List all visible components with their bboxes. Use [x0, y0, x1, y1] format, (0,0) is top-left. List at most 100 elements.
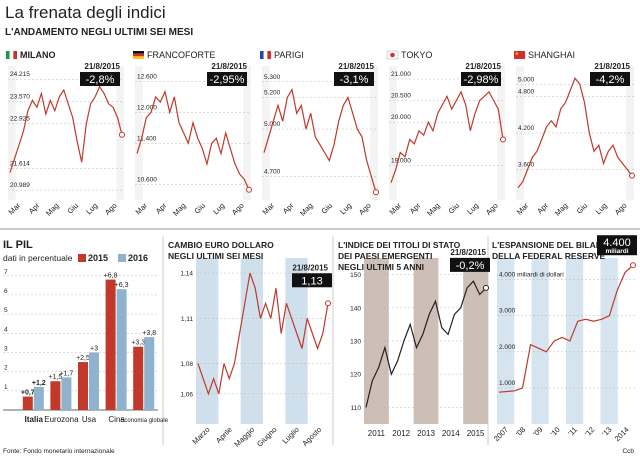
y-tick-label: 23.570 — [10, 93, 30, 100]
x-tick-label: Giu — [319, 201, 334, 216]
x-tick-label: Apr — [535, 201, 550, 216]
chart-title: SHANGHAI — [528, 50, 575, 60]
flag — [514, 51, 525, 59]
chart-title: TOKYO — [401, 50, 432, 60]
chart-subtitle: dati in percentuale — [3, 253, 73, 263]
y-tick-label: 5.200 — [264, 90, 281, 97]
y-tick-label: 110 — [351, 405, 362, 412]
x-tick-label: Lug — [465, 201, 480, 216]
chart-title: DELLA FEDERAL RESERVE — [492, 251, 606, 261]
highlight-box — [292, 273, 332, 288]
y-tick-label: 2.000 — [499, 344, 516, 351]
x-tick-label: Agosto — [300, 425, 323, 448]
y-tick-label: 1,11 — [181, 316, 194, 323]
x-tick-label: Apr — [408, 201, 423, 216]
line-series — [517, 77, 633, 189]
y-tick-label: 1,08 — [180, 361, 193, 368]
bar — [133, 346, 144, 410]
band — [566, 258, 584, 424]
y-tick-label: 4.800 — [518, 88, 535, 95]
date-label: 21/8/2015 — [594, 62, 630, 71]
flag — [263, 51, 268, 59]
band — [285, 258, 308, 424]
y-tick-label: 1.000 — [499, 380, 516, 387]
band — [497, 258, 515, 424]
x-tick-label: '13 — [600, 425, 613, 438]
bar — [22, 396, 33, 410]
chart-title: PARIGI — [274, 50, 304, 60]
y-tick-label: 19.000 — [391, 157, 411, 164]
bar — [105, 279, 116, 410]
x-tick-label: Mag — [171, 201, 188, 218]
end-dot — [246, 186, 252, 193]
highlight-unit: miliardi — [605, 248, 628, 255]
x-tick-label: Lug — [338, 201, 353, 216]
value-label: +1,7 — [59, 370, 73, 377]
y-tick-label: 5 — [4, 307, 8, 314]
highlight-label: -2,98% — [464, 74, 499, 86]
value-label: +2,5 — [76, 355, 90, 362]
x-tick-label: Mar — [261, 201, 277, 217]
x-tick-label: Luglio — [280, 425, 301, 446]
x-tick-label: Ago — [613, 201, 629, 217]
end-dot — [325, 300, 331, 307]
x-tick-label: Giu — [575, 201, 590, 216]
date-label: 21/8/2015 — [465, 62, 501, 71]
y-tick-label: 4.700 — [264, 168, 281, 175]
x-tick-label: Mag — [298, 201, 315, 218]
x-tick-label: Lug — [211, 201, 226, 216]
x-tick-label: Giugno — [255, 425, 278, 448]
bar — [78, 362, 88, 410]
x-tick-label: Usa — [82, 415, 97, 424]
x-tick-label: Giu — [446, 201, 461, 216]
end-dot — [630, 262, 636, 269]
flag — [260, 51, 264, 59]
x-tick-label: Eurozona — [44, 415, 79, 424]
y-tick-label: 20.000 — [391, 114, 411, 121]
date-label: 21/8/2015 — [84, 62, 120, 71]
x-tick-label: Giu — [65, 201, 80, 216]
y-tick-label: 150 — [350, 272, 361, 279]
y-tick-label: 4.000 miliardi di dollari — [499, 272, 564, 279]
value-label: +0,7 — [21, 390, 35, 397]
x-tick-label: Mag — [44, 201, 61, 218]
y-tick-label: 1,14 — [180, 271, 193, 278]
y-tick-label: 3 — [4, 345, 8, 352]
y-tick-label: 140 — [350, 305, 361, 312]
x-tick-label: 2007 — [492, 425, 510, 443]
x-tick-label: Mar — [515, 201, 531, 217]
y-tick-label: 22.925 — [10, 116, 30, 123]
flag — [13, 51, 17, 59]
y-tick-label: 5.000 — [518, 76, 535, 83]
y-tick-label: 10.600 — [137, 177, 157, 184]
flag — [515, 52, 519, 55]
legend-swatch — [118, 254, 126, 262]
x-tick-label: Mar — [388, 201, 404, 217]
x-tick-label: Apr — [27, 201, 42, 216]
y-tick-label: 20.500 — [391, 93, 411, 100]
chart-title: L'INDICE DEI TITOLI DI STATO — [338, 240, 461, 250]
highlight-box — [597, 235, 637, 256]
y-tick-label: 2 — [4, 365, 8, 372]
x-tick-label: 2014 — [613, 425, 631, 443]
x-tick-label: Ago — [103, 201, 119, 217]
y-tick-label: 1,06 — [180, 391, 193, 398]
y-tick-label: 1 — [4, 384, 8, 391]
y-tick-label: 4 — [4, 326, 8, 333]
line-series — [197, 272, 329, 396]
chart-title: DEI PAESI EMERGENTI — [338, 251, 432, 261]
date-label: 21/8/2015 — [211, 62, 247, 71]
highlight-label: -4,2% — [596, 74, 625, 86]
x-tick-label: Cina — [108, 415, 125, 424]
value-label: +3,8 — [142, 330, 156, 337]
x-tick-label: 2013 — [417, 429, 435, 438]
x-tick-label: Italia — [25, 415, 44, 424]
date-label: 21/8/2015 — [450, 248, 486, 257]
chart-title: NEGLI ULTIMI SEI MESI — [168, 251, 263, 261]
x-tick-label: 2014 — [442, 429, 460, 438]
legend-swatch — [78, 254, 86, 262]
x-tick-label: '09 — [531, 425, 544, 438]
y-tick-label: 130 — [350, 339, 361, 346]
chart-title: FRANCOFORTE — [147, 50, 215, 60]
y-tick-label: 3.600 — [518, 162, 535, 169]
